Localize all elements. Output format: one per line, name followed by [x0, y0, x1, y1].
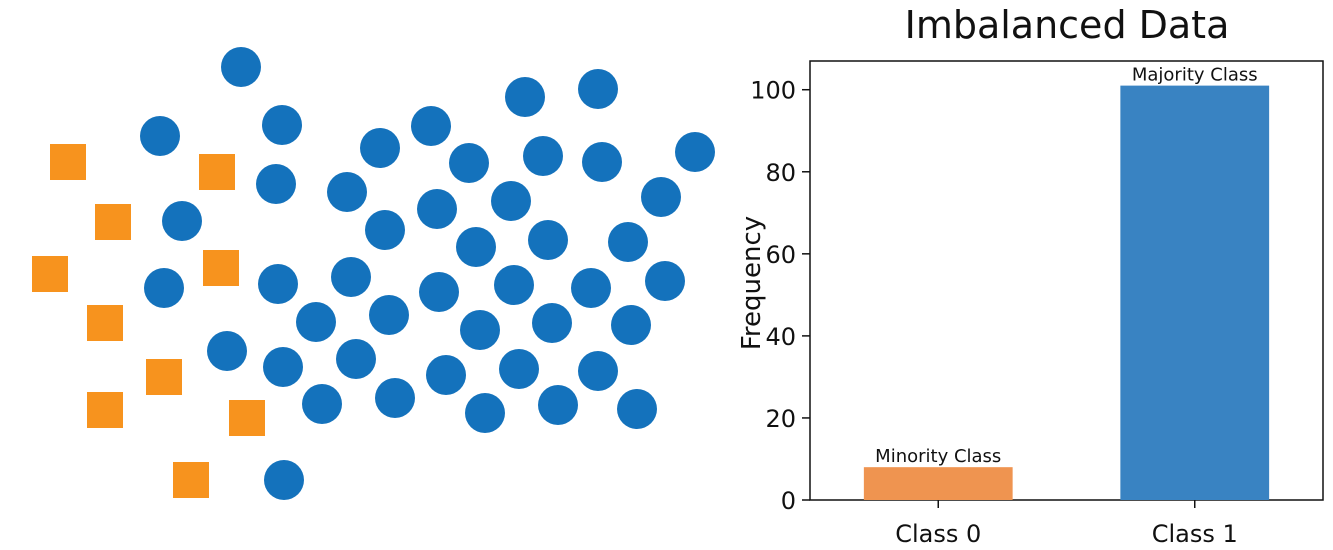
bar-class-0	[863, 467, 1013, 500]
majority-circle	[505, 77, 545, 117]
majority-circle	[528, 220, 568, 260]
y-tick-label: 100	[750, 77, 796, 105]
y-tick-label: 20	[765, 405, 796, 433]
y-tick-label: 0	[781, 487, 796, 515]
x-tick-label: Class 0	[895, 520, 981, 548]
majority-circle	[417, 189, 457, 229]
majority-circle	[302, 384, 342, 424]
majority-circle	[523, 136, 563, 176]
class-scatter-illustration	[32, 47, 715, 500]
majority-circle	[336, 339, 376, 379]
majority-circle	[207, 331, 247, 371]
majority-circle	[538, 385, 578, 425]
majority-circle	[611, 305, 651, 345]
majority-circle	[327, 172, 367, 212]
majority-circle	[465, 393, 505, 433]
bar-annotation: Majority Class	[1132, 65, 1258, 86]
majority-circle	[456, 227, 496, 267]
majority-circle	[645, 261, 685, 301]
majority-circle	[360, 128, 400, 168]
y-tick-label: 40	[765, 323, 796, 351]
majority-circle	[296, 302, 336, 342]
minority-square	[173, 462, 209, 498]
majority-circle	[375, 378, 415, 418]
minority-square	[229, 400, 265, 436]
majority-circle	[608, 222, 648, 262]
majority-circle	[263, 347, 303, 387]
majority-circle	[449, 143, 489, 183]
y-tick-label: 80	[765, 159, 796, 187]
majority-circle	[369, 295, 409, 335]
minority-square	[87, 305, 123, 341]
bar-class-1	[1120, 85, 1270, 500]
imbalanced-data-bar-chart: Imbalanced Data Frequency 0 20 40 60 80 100 Cl…	[737, 3, 1324, 548]
x-tick-label: Class 1	[1152, 520, 1238, 548]
chart-title: Imbalanced Data	[905, 3, 1230, 47]
minority-square	[32, 256, 68, 292]
bar-annotation: Minority Class	[875, 446, 1001, 467]
majority-circle	[582, 142, 622, 182]
minority-square	[199, 154, 235, 190]
majority-circle	[641, 177, 681, 217]
minority-square	[146, 359, 182, 395]
majority-circle	[419, 272, 459, 312]
majority-circle	[491, 181, 531, 221]
majority-circle	[460, 310, 500, 350]
y-tick-label: 60	[765, 241, 796, 269]
majority-circle	[571, 268, 611, 308]
majority-circle	[331, 257, 371, 297]
majority-circle	[426, 355, 466, 395]
majority-circle	[578, 69, 618, 109]
majority-circle	[256, 164, 296, 204]
majority-circle	[262, 105, 302, 145]
majority-circle	[258, 264, 298, 304]
majority-circle	[221, 47, 261, 87]
majority-circle	[264, 460, 304, 500]
minority-square	[87, 392, 123, 428]
majority-circle	[578, 351, 618, 391]
majority-circle	[532, 303, 572, 343]
plot-frame	[809, 60, 1324, 501]
y-axis-label: Frequency	[737, 216, 767, 350]
majority-circle	[411, 106, 451, 146]
minority-square	[50, 144, 86, 180]
majority-circle	[140, 116, 180, 156]
majority-circle	[365, 210, 405, 250]
majority-circle	[144, 268, 184, 308]
majority-circle	[617, 389, 657, 429]
majority-circle	[162, 201, 202, 241]
minority-square	[203, 250, 239, 286]
majority-circle	[494, 265, 534, 305]
minority-square	[95, 204, 131, 240]
majority-circle	[499, 349, 539, 389]
majority-circle	[675, 132, 715, 172]
